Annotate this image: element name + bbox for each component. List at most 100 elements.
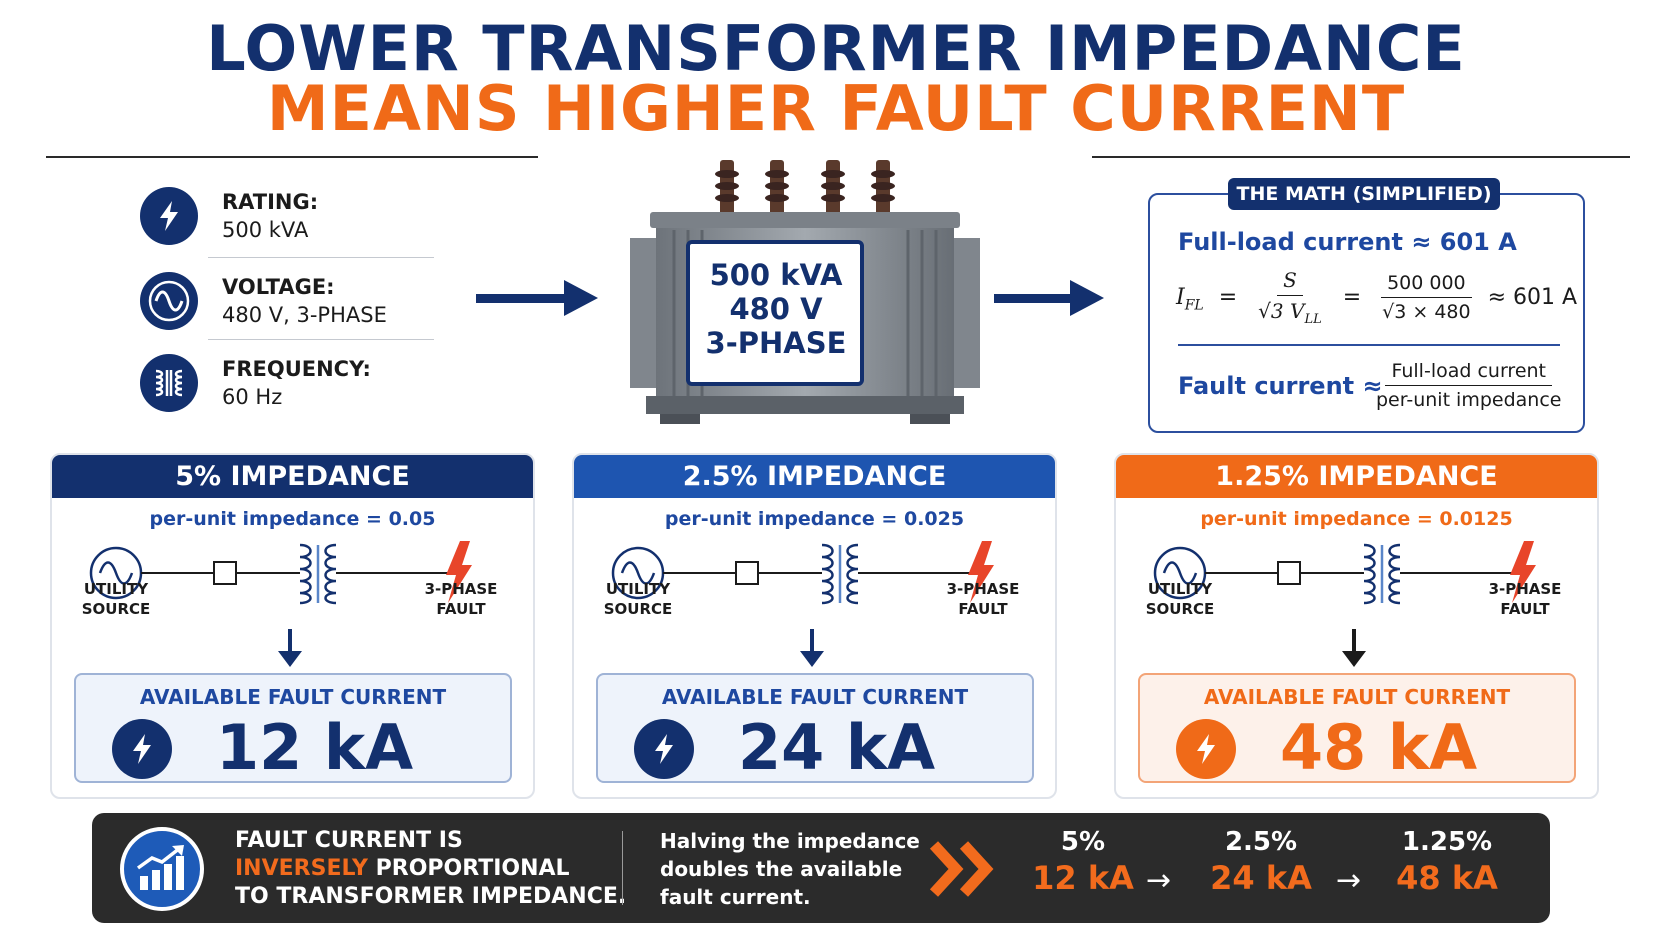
label-line: SOURCE bbox=[1145, 600, 1215, 618]
impedance-panel: 1.25% IMPEDANCE per-unit impedance = 0.0… bbox=[1114, 453, 1599, 799]
utility-source-label: UTILITY SOURCE bbox=[74, 579, 158, 619]
transformer-nameplate: 500 kVA 480 V 3-PHASE bbox=[692, 258, 860, 360]
impedance-panel: 2.5% IMPEDANCE per-unit impedance = 0.02… bbox=[572, 453, 1057, 799]
fault-current-box: AVAILABLE FAULT CURRENT 48 kA bbox=[1138, 673, 1576, 784]
title-rule-right bbox=[1092, 156, 1630, 158]
spec-rating: RATING: 500 kVA bbox=[140, 180, 440, 252]
spec-value: 500 kVA bbox=[222, 218, 309, 242]
step-current: 24 kA bbox=[1210, 859, 1312, 897]
full-load-line: Full-load current ≈ 601 A bbox=[1178, 228, 1517, 256]
arrow-icon: → bbox=[1146, 863, 1172, 898]
utility-source-label: UTILITY SOURCE bbox=[596, 579, 680, 619]
spec-frequency: FREQUENCY: 60 Hz bbox=[140, 347, 440, 419]
transformer-symbol-icon bbox=[299, 543, 337, 605]
fault-lightning-icon bbox=[1510, 541, 1536, 603]
banner-step: 1.25% 48 kA bbox=[1392, 827, 1502, 897]
panel-subtitle: per-unit impedance = 0.05 bbox=[149, 508, 436, 530]
frac-2-num: 500 000 bbox=[1381, 272, 1472, 298]
fault-current-title: AVAILABLE FAULT CURRENT bbox=[661, 685, 969, 709]
banner-sub-2: doubles the available bbox=[660, 857, 903, 881]
spec-label: FREQUENCY: bbox=[222, 357, 371, 381]
panel-header: 1.25% IMPEDANCE bbox=[1116, 455, 1597, 498]
formula-eq: = bbox=[1218, 284, 1238, 310]
circuit-diagram bbox=[89, 541, 472, 605]
frac-1-num: S bbox=[1277, 268, 1303, 296]
banner-subtext: Halving the impedance doubles the availa… bbox=[660, 827, 920, 911]
label-line: FAULT bbox=[958, 600, 1008, 618]
label-line: UTILITY bbox=[83, 580, 149, 598]
nameplate-phase: 3-PHASE bbox=[705, 326, 847, 360]
utility-source-label: UTILITY SOURCE bbox=[1138, 579, 1222, 619]
nameplate-voltage: 480 V bbox=[729, 292, 823, 326]
banner-divider bbox=[622, 831, 623, 905]
label-line: FAULT bbox=[436, 600, 486, 618]
spec-voltage: VOLTAGE: 480 V, 3-PHASE bbox=[140, 265, 440, 337]
frac-2-den: √3 × 480 bbox=[1382, 301, 1471, 323]
lightning-icon bbox=[140, 187, 198, 245]
label-line: 3-PHASE bbox=[1488, 580, 1562, 598]
summary-banner: FAULT CURRENT IS INVERSELY PROPORTIONAL … bbox=[92, 813, 1550, 923]
circuit-diagram bbox=[611, 541, 994, 605]
lightning-icon bbox=[1176, 719, 1236, 779]
chart-growth-icon bbox=[120, 827, 204, 911]
spec-label: RATING: bbox=[222, 190, 319, 214]
banner-accent: INVERSELY bbox=[235, 856, 368, 881]
fault-current-value: 48 kA bbox=[1280, 711, 1478, 784]
formula-frac-1: S √3 VLL bbox=[1252, 268, 1328, 327]
title-line-1: LOWER TRANSFORMER IMPEDANCE bbox=[206, 12, 1466, 85]
spec-label: VOLTAGE: bbox=[222, 275, 335, 299]
transformer-symbol-icon bbox=[1363, 543, 1401, 605]
lightning-icon bbox=[634, 719, 694, 779]
label-line: UTILITY bbox=[605, 580, 671, 598]
arrow-down-icon bbox=[800, 629, 824, 667]
step-percent: 5% bbox=[1060, 827, 1106, 857]
spec-divider bbox=[208, 257, 434, 258]
fault-formula: Full-load current per-unit impedance bbox=[1370, 360, 1567, 411]
spec-divider bbox=[208, 339, 434, 340]
transformer-illustration bbox=[630, 160, 980, 424]
step-percent: 1.25% bbox=[1401, 827, 1493, 857]
breaker-icon bbox=[1277, 561, 1301, 585]
math-divider bbox=[1178, 344, 1560, 346]
breaker-icon bbox=[735, 561, 759, 585]
breaker-icon bbox=[213, 561, 237, 585]
label-line: UTILITY bbox=[1147, 580, 1213, 598]
fault-current-value: 12 kA bbox=[216, 711, 414, 784]
label-line: SOURCE bbox=[81, 600, 151, 618]
banner-step: 5% 12 kA bbox=[1028, 827, 1138, 897]
spec-value: 480 V, 3-PHASE bbox=[222, 303, 387, 327]
step-current: 12 kA bbox=[1032, 859, 1134, 897]
fault-lightning-icon bbox=[968, 541, 994, 603]
formula-lhs: I bbox=[1176, 284, 1185, 310]
formula-eq: = bbox=[1342, 284, 1362, 310]
full-load-formula: IFL = S √3 VLL = 500 000 √3 × 480 ≈ 601 … bbox=[1176, 268, 1577, 327]
label-line: 3-PHASE bbox=[946, 580, 1020, 598]
arrow-right-icon bbox=[994, 280, 1104, 316]
nameplate-rating: 500 kVA bbox=[709, 258, 843, 292]
banner-line-1: FAULT CURRENT IS bbox=[235, 828, 463, 853]
title-line-2: MEANS HIGHER FAULT CURRENT bbox=[266, 72, 1406, 145]
lightning-icon bbox=[112, 719, 172, 779]
banner-sub-3: fault current. bbox=[660, 885, 811, 909]
label-line: SOURCE bbox=[603, 600, 673, 618]
circuit-diagram bbox=[1153, 541, 1536, 605]
frac-1-den: √3 V bbox=[1258, 299, 1305, 323]
formula-frac-2: 500 000 √3 × 480 bbox=[1376, 272, 1476, 323]
spec-value: 60 Hz bbox=[222, 385, 283, 409]
arrow-down-icon bbox=[278, 629, 302, 667]
banner-line-3: TO TRANSFORMER IMPEDANCE. bbox=[235, 884, 627, 909]
label-line: FAULT bbox=[1500, 600, 1550, 618]
panel-header: 2.5% IMPEDANCE bbox=[574, 455, 1055, 498]
impedance-panel: 5% IMPEDANCE per-unit impedance = 0.05 bbox=[50, 453, 535, 799]
step-current: 48 kA bbox=[1396, 859, 1498, 897]
fault-label: 3-PHASE FAULT bbox=[1480, 579, 1570, 619]
transformer-symbol-icon bbox=[821, 543, 859, 605]
fault-label: 3-PHASE FAULT bbox=[416, 579, 506, 619]
title-rule-left bbox=[46, 156, 538, 158]
step-percent: 2.5% bbox=[1224, 827, 1298, 857]
fault-current-title: AVAILABLE FAULT CURRENT bbox=[1203, 685, 1511, 709]
fault-label: Fault current ≈ bbox=[1178, 372, 1383, 400]
fault-num: Full-load current bbox=[1385, 360, 1553, 386]
banner-step: 2.5% 24 kA bbox=[1206, 827, 1316, 897]
arrow-icon: → bbox=[1336, 863, 1362, 898]
